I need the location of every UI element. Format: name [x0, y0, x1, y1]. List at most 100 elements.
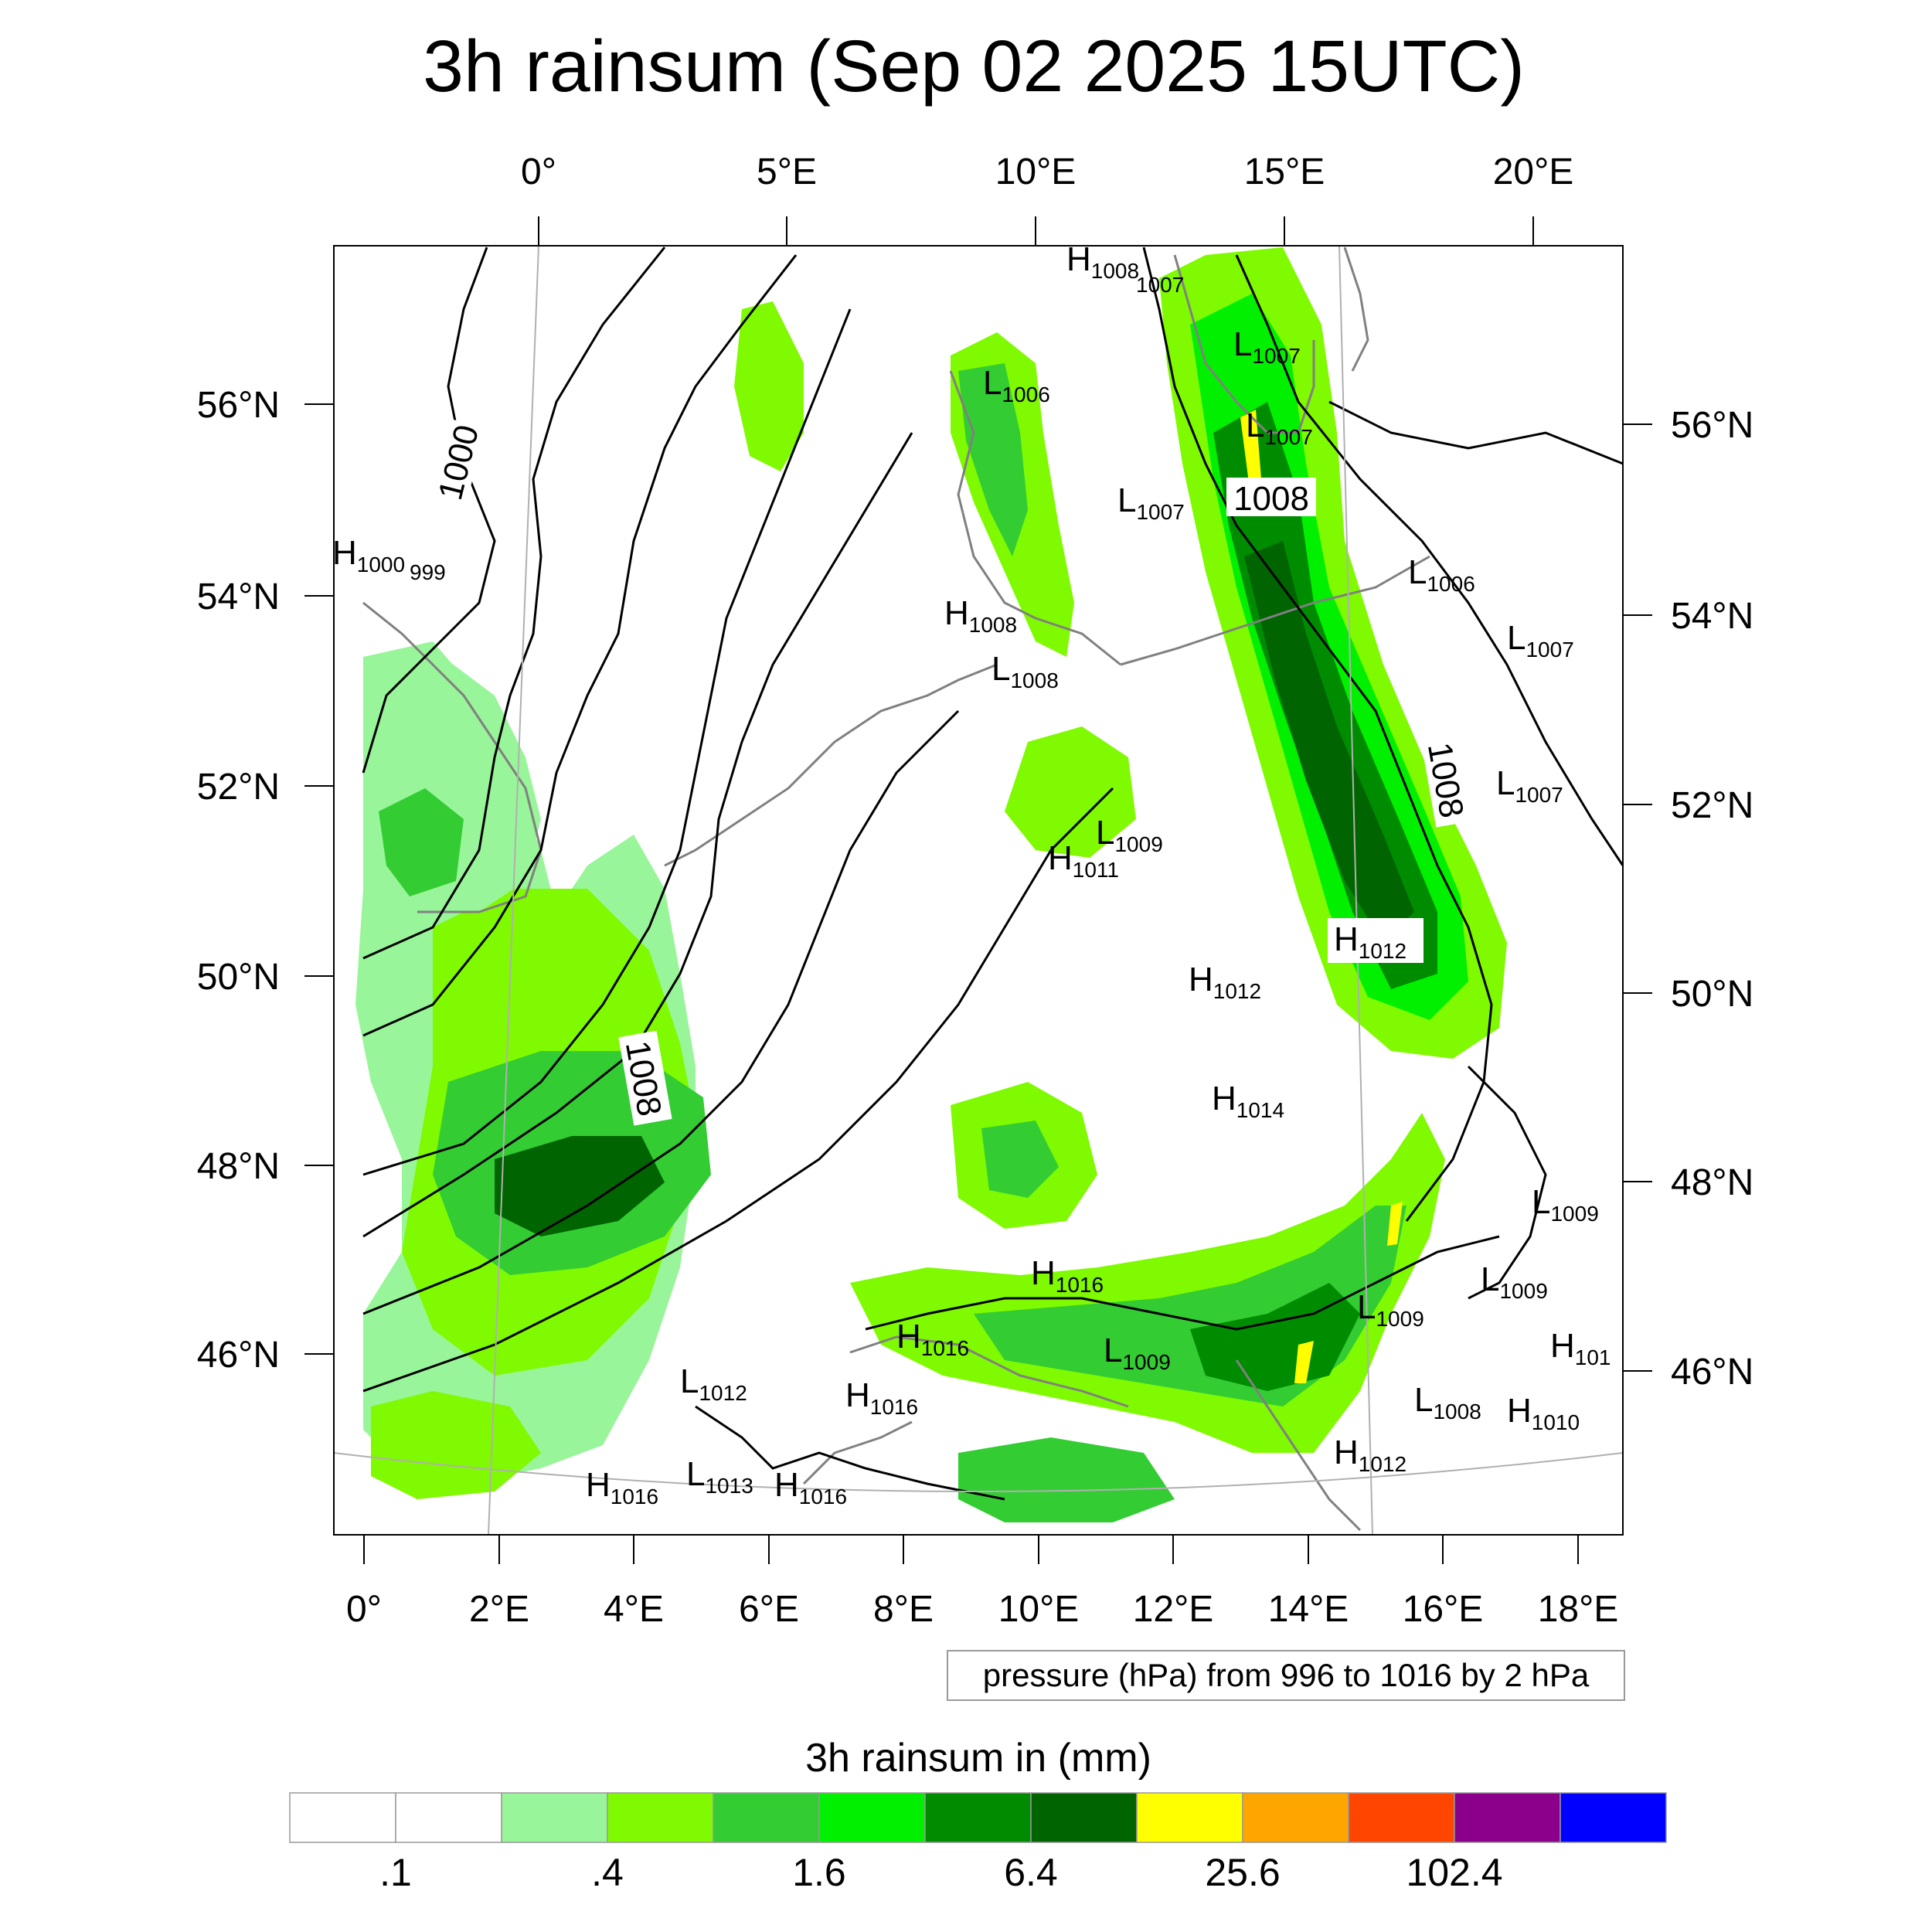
pressure-centers: H1008 1007 L1007 L1006 L1007 L1007 H1000…	[332, 240, 1611, 1509]
precipitation-field	[355, 247, 1507, 1522]
pressure-center: H1016	[774, 1466, 847, 1509]
lat-label: 48°N	[197, 1146, 280, 1187]
lon-label: 0°	[521, 151, 556, 192]
lon-label: 4°E	[604, 1589, 664, 1630]
contour-label-text: 1008	[1233, 480, 1309, 518]
colorbar-label: .1	[379, 1851, 412, 1894]
pressure-center: L1008	[992, 650, 1059, 692]
pressure-center: L1009	[1096, 814, 1163, 856]
isobar-1014-south	[695, 1405, 1005, 1501]
pressure-center: L1006	[1408, 553, 1475, 596]
rain-area-germany-central	[1005, 726, 1136, 858]
bottom-lon-labels: 0° 2°E 4°E 6°E 8°E 10°E 12°E 14°E 16°E 1…	[346, 1589, 1618, 1630]
rain-area-bavaria-core	[981, 1121, 1059, 1198]
pressure-center: L1007	[1117, 481, 1185, 524]
lat-label: 50°N	[197, 957, 280, 998]
pressure-center: H1000	[332, 534, 405, 577]
contour-label-box	[431, 419, 486, 506]
lon-label: 18°E	[1538, 1589, 1619, 1630]
isobar-1012	[362, 787, 1114, 1393]
colorbar-label: 6.4	[1004, 1851, 1058, 1894]
pressure-center: H1016	[586, 1466, 658, 1509]
isobars	[362, 247, 1624, 1501]
pressure-center: H1012	[1334, 920, 1406, 963]
pressure-center: 1007	[1136, 273, 1184, 297]
colorbar-swatch	[818, 1792, 926, 1843]
colorbar-swatch	[1454, 1792, 1561, 1843]
lat-label: 52°N	[197, 767, 280, 808]
isobar-1004	[362, 254, 798, 1037]
lon-label: 0°	[346, 1589, 382, 1630]
colorbar-label: 25.6	[1205, 1851, 1280, 1894]
lat-label: 52°N	[1671, 785, 1753, 826]
pressure-center: H1008	[1066, 240, 1139, 283]
pressure-center: L1007	[1246, 406, 1313, 449]
map-border	[333, 245, 1624, 1536]
lon-label: 15°E	[1244, 151, 1325, 192]
pressure-center: L1006	[983, 364, 1050, 406]
lat-label: 46°N	[1671, 1352, 1753, 1393]
contour-label-box	[1226, 478, 1316, 516]
lat-label: 56°N	[1671, 405, 1753, 446]
pressure-center: L1009	[1357, 1288, 1424, 1331]
rain-area-denmark-core	[958, 363, 1028, 556]
pressure-center: H1016	[896, 1318, 969, 1360]
lon-label: 6°E	[739, 1589, 799, 1630]
lat-label: 48°N	[1671, 1162, 1753, 1203]
isobar-east-north	[1328, 400, 1624, 465]
rain-area-east-band-core	[1244, 541, 1414, 943]
contour-label-box	[618, 1030, 672, 1126]
bottom-lon-axis	[363, 1535, 1579, 1564]
lat-label: 54°N	[1671, 596, 1753, 637]
pressure-center: H1012	[1334, 1434, 1406, 1476]
isobar-1012-alps	[865, 1235, 1500, 1331]
pressure-center: L1008	[1414, 1381, 1481, 1423]
rain-area-west-core	[495, 1136, 665, 1236]
isobar-1000	[362, 247, 496, 774]
right-lat-axis	[1623, 423, 1652, 1372]
pressure-center: H101	[1550, 1327, 1611, 1369]
pressure-center-box	[1328, 918, 1423, 963]
colorbar-swatch	[1560, 1792, 1667, 1843]
lat-label: 54°N	[197, 577, 280, 617]
colorbar-swatch	[395, 1792, 502, 1843]
pressure-center: H1016	[1031, 1254, 1104, 1297]
isobar-1006	[362, 308, 852, 1176]
rain-area-uk-core	[379, 788, 464, 896]
contour-note-box	[947, 1650, 1625, 1701]
coastlines	[362, 247, 1430, 1532]
colorbar-label: 102.4	[1406, 1851, 1502, 1894]
pressure-center: 999	[410, 560, 446, 584]
rain-area-east-extreme	[1240, 410, 1261, 495]
left-lat-labels: 56°N 54°N 52°N 50°N 48°N 46°N	[197, 385, 280, 1376]
contour-labels: 1000 1008 1008 1008	[431, 419, 1475, 1126]
colorbar-swatch	[501, 1792, 608, 1843]
colorbar-swatch	[1348, 1792, 1455, 1843]
lon-label: 20°E	[1493, 151, 1574, 192]
pressure-center: H1011	[1048, 839, 1119, 882]
pressure-center: L1007	[1507, 619, 1574, 662]
pressure-center: H1012	[1189, 961, 1261, 1003]
lon-label: 8°E	[873, 1589, 934, 1630]
lon-label: 5°E	[757, 151, 817, 192]
pressure-center: H1014	[1212, 1080, 1284, 1122]
rain-area-north-sea	[734, 301, 804, 471]
top-lon-labels: 0° 5°E 10°E 15°E 20°E	[521, 151, 1573, 192]
isobar-1002	[362, 247, 666, 960]
map-panel: 1000 1008 1008 1008 H1008 1007 L1007 L10…	[332, 240, 1624, 1536]
colorbar-label: .4	[591, 1851, 624, 1894]
contour-label-box	[1420, 732, 1475, 828]
lon-label: 16°E	[1403, 1589, 1484, 1630]
pressure-center: L1009	[1104, 1332, 1171, 1374]
contour-note: pressure (hPa) from 996 to 1016 by 2 hPa	[983, 1657, 1590, 1693]
lat-label: 50°N	[1671, 974, 1753, 1015]
lon-label: 14°E	[1268, 1589, 1349, 1630]
lat-label: 56°N	[197, 385, 280, 426]
colorbar-swatch	[289, 1792, 396, 1843]
isobar-1008-west	[362, 432, 913, 1238]
pressure-center: L1013	[686, 1455, 753, 1498]
lat-label: 46°N	[197, 1335, 280, 1376]
isobar-1010-east	[1235, 254, 1624, 866]
colorbar-swatch	[607, 1792, 714, 1843]
